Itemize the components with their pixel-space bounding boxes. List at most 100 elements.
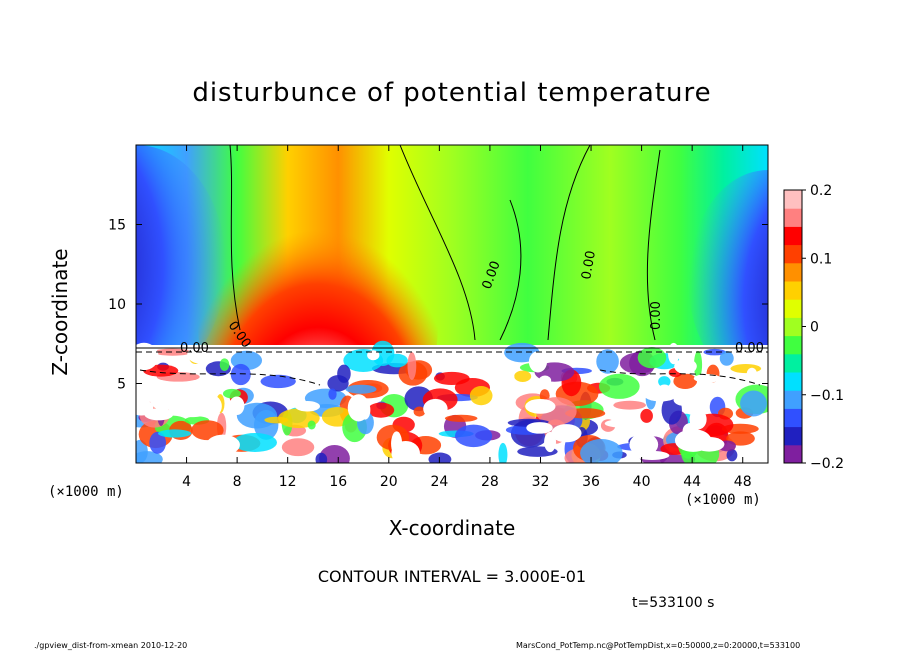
turbulence-blob (219, 358, 230, 371)
colorbar: 0.2 0.1 0 −0.1 −0.2 (783, 183, 844, 472)
colorbar-swatch (784, 190, 802, 209)
colorbar-swatch (784, 408, 802, 428)
turbulence-blob (604, 419, 642, 428)
turbulence-blob (152, 348, 193, 356)
x-tick-label: 44 (683, 474, 701, 490)
colorbar-swatch (784, 317, 802, 337)
turbulence-blob (294, 401, 321, 412)
turbulence-blob (613, 400, 646, 410)
y-tick-label: 15 (108, 218, 126, 234)
x-tick-label: 48 (734, 474, 752, 490)
turbulence-blob (596, 349, 619, 374)
turbulence-blob (479, 411, 492, 427)
turbulence-blob (367, 402, 395, 418)
turbulence-blob (598, 373, 640, 399)
turbulence-blob (407, 352, 417, 380)
turbulence-blob (328, 388, 337, 400)
turbulence-blob (307, 420, 316, 430)
turbulence-blob (673, 393, 694, 406)
colorbar-swatch (784, 262, 802, 282)
turbulence-blob (444, 414, 478, 422)
x-tick-label: 8 (233, 474, 242, 490)
turbulence-blob (726, 431, 755, 446)
turbulence-blob (281, 438, 315, 457)
colorbar-tick-label: −0.2 (810, 456, 844, 472)
turbulence-blob (433, 371, 470, 386)
x-tick-label: 28 (481, 474, 499, 490)
turbulence-blob (514, 370, 532, 382)
turbulence-blob (149, 431, 166, 454)
y-tick-label: 10 (108, 297, 126, 313)
colorbar-swatch (784, 353, 802, 373)
turbulence-blob (136, 451, 163, 463)
turbulence-blob (222, 388, 241, 399)
footer-left: ./gpview_dist-from-xmean 2010-12-20 (34, 641, 188, 650)
turbulence-blob (219, 436, 236, 452)
x-tick-label: 16 (329, 474, 347, 490)
x-tick-label: 20 (380, 474, 398, 490)
turbulence-blob (264, 416, 289, 424)
contour-label: 0.00 (649, 301, 664, 330)
turbulence-blob (726, 448, 738, 462)
turbulence-blob (428, 452, 452, 463)
turbulence-blob (315, 452, 328, 463)
turbulence-blob (634, 450, 670, 460)
turbulence-blob (469, 386, 493, 406)
heatmap-field (136, 145, 768, 463)
turbulence-blob (158, 429, 192, 438)
colorbar-swatch (784, 426, 802, 446)
chart-title: disturbunce of potential temperature (192, 78, 712, 108)
x-unit-left: (×1000 m) (48, 484, 124, 500)
turbulence-blob (191, 420, 224, 441)
colorbar-tick-label: 0 (810, 320, 819, 336)
turbulence-blob (551, 424, 582, 443)
x-tick-label: 40 (633, 474, 651, 490)
contour-label: 0.00 (579, 250, 599, 281)
turbulence-blob (526, 422, 553, 434)
colorbar-swatch (784, 299, 802, 318)
footer-right: MarsCond_PotTemp.nc@PotTempDist,x=0:5000… (516, 641, 801, 650)
turbulence-blob (187, 344, 219, 365)
colorbar-swatch (784, 208, 802, 227)
colorbar-tick-label: 0.2 (810, 183, 832, 199)
turbulence-blob (682, 422, 699, 439)
colorbar-tick-label: 0.1 (810, 251, 832, 267)
turbulence-blob (260, 374, 296, 389)
turbulence-blob (454, 424, 493, 448)
x-tick-label: 12 (279, 474, 297, 490)
turbulence-blob (693, 350, 703, 379)
turbulence-blob (337, 364, 351, 383)
turbulence-blob (229, 396, 245, 416)
turbulence-blob (719, 350, 734, 366)
x-unit-right: (×1000 m) (685, 492, 761, 508)
turbulence-blob (498, 442, 508, 463)
colorbar-swatch (784, 390, 802, 409)
turbulence-blob (144, 408, 174, 421)
cold-anomaly-left (136, 145, 226, 385)
turbulence-blob (674, 358, 697, 374)
turbulence-blob (673, 373, 698, 389)
turbulence-blob (233, 432, 277, 452)
cold-anomaly-right (688, 170, 768, 390)
x-tick-label: 24 (430, 474, 448, 490)
colorbar-swatch (784, 444, 802, 464)
turbulence-blob (629, 433, 659, 457)
colorbar-swatch (784, 226, 802, 246)
turbulence-blob (657, 384, 672, 396)
colorbar-tick-label: −0.1 (810, 388, 844, 404)
colorbar-swatch (784, 281, 802, 300)
turbulence-blob (199, 394, 222, 418)
y-tick-label: 5 (117, 377, 126, 393)
turbulent-layer (136, 340, 768, 463)
turbulence-blob (391, 440, 420, 463)
turbulence-blob (371, 340, 395, 366)
turbulence-blob (270, 345, 307, 369)
turbulence-blob (347, 394, 370, 422)
turbulence-blob (746, 367, 757, 381)
x-tick-label: 32 (532, 474, 550, 490)
turbulence-blob (230, 363, 251, 386)
turbulence-blob (693, 436, 725, 452)
turbulence-blob (528, 351, 548, 373)
x-axis-label: X-coordinate (388, 516, 516, 540)
